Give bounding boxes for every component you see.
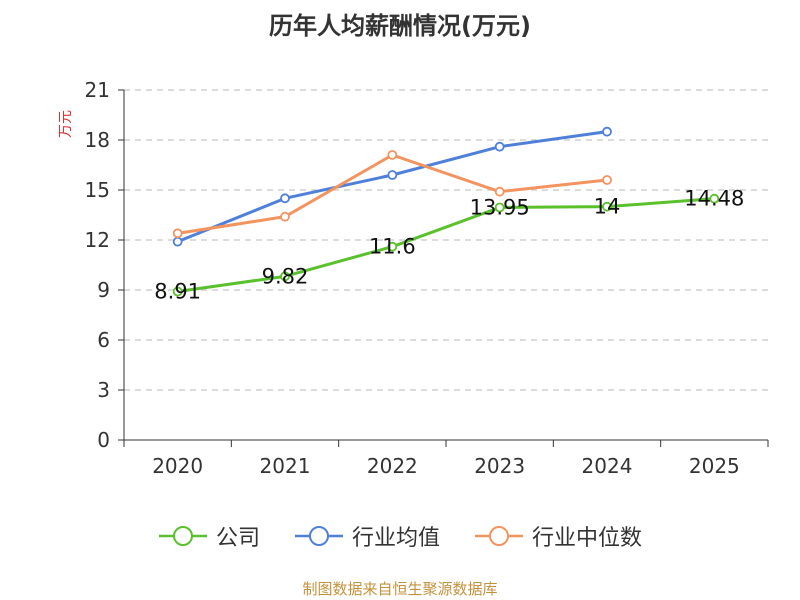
data-point[interactable]	[280, 193, 290, 204]
y-tick-label: 18	[85, 128, 110, 152]
data-label: 11.6	[369, 235, 416, 259]
x-tick-label-2025: 2025	[689, 454, 740, 478]
y-tick-label: 6	[97, 328, 110, 352]
data-point[interactable]	[280, 211, 290, 222]
legend: 公司 行业均值 行业中位数	[0, 520, 800, 552]
data-point[interactable]	[602, 175, 612, 185]
legend-label: 行业中位数	[532, 526, 643, 551]
data-point[interactable]	[709, 193, 720, 204]
series-line-0	[177, 197, 715, 293]
x-tick-label-2023: 2023	[474, 454, 525, 478]
data-label: 14	[594, 195, 621, 219]
axes: 0 3 6 9 12 15 18 21 2020 2021 2022 2023 2024 2025 万元	[58, 78, 769, 478]
y-tick-label: 15	[85, 178, 110, 202]
x-tick-label-2024: 2024	[582, 454, 633, 478]
y-tick-label: 3	[97, 378, 110, 402]
data-point[interactable]	[602, 126, 612, 137]
y-tick-label: 21	[85, 78, 110, 102]
data-point[interactable]	[494, 202, 505, 213]
legend-label: 行业均值	[351, 526, 440, 551]
data-point[interactable]	[494, 186, 505, 197]
source-note: 制图数据来自恒生聚源数据库	[302, 580, 498, 598]
x-tick-label-2021: 2021	[260, 454, 311, 478]
chart-title: 历年人均薪酬情况(万元)	[269, 12, 531, 40]
data-label: 8.91	[154, 280, 201, 304]
data-point[interactable]	[387, 241, 398, 252]
y-tick-label: 12	[85, 228, 110, 252]
series-lines	[172, 126, 720, 297]
legend-swatch-icon	[475, 526, 523, 546]
data-point[interactable]	[387, 150, 398, 160]
legend-swatch-icon	[294, 526, 343, 546]
data-point[interactable]	[387, 170, 398, 180]
data-point[interactable]	[602, 201, 612, 212]
data-label: 13.95	[470, 196, 530, 220]
data-point[interactable]	[494, 141, 505, 152]
data-point[interactable]	[172, 236, 183, 247]
series-line-2	[177, 153, 608, 235]
legend-item-1[interactable]: 行业均值	[294, 520, 440, 552]
legend-item-0[interactable]: 公司	[158, 520, 260, 552]
y-tick-label: 9	[97, 278, 110, 302]
y-tick-label: 0	[97, 428, 110, 452]
legend-item-2[interactable]: 行业中位数	[474, 520, 642, 552]
data-point[interactable]	[172, 228, 183, 239]
data-label: 9.82	[262, 264, 309, 288]
data-point[interactable]	[172, 286, 183, 297]
data-label: 14.48	[684, 187, 744, 211]
x-tick-label-2022: 2022	[367, 454, 418, 478]
x-tick-label-2020: 2020	[152, 454, 203, 478]
legend-swatch-icon	[158, 526, 207, 546]
data-point[interactable]	[280, 271, 290, 282]
grid-lines	[124, 89, 768, 391]
legend-label: 公司	[215, 526, 260, 551]
data-labels: 8.91 9.82 11.6 13.95 14 14.48	[154, 187, 744, 304]
y-axis-label: 万元	[58, 110, 74, 138]
